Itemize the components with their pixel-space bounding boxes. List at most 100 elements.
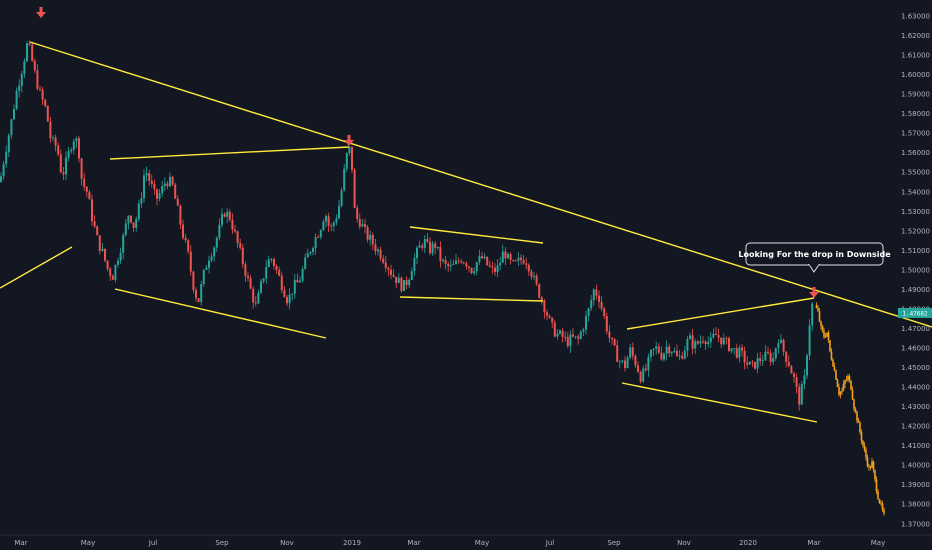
price-tick-label: 1.37000: [901, 520, 930, 528]
price-tick-label: 1.62000: [901, 32, 930, 40]
candle-body: [122, 234, 125, 253]
candle-body: [491, 266, 494, 268]
candle-body: [75, 138, 78, 142]
candle-body: [98, 235, 101, 251]
candle-body: [384, 262, 387, 268]
candle-body: [228, 211, 231, 220]
candle-body: [104, 248, 106, 261]
candle-body: [306, 253, 309, 258]
candle-body: [275, 265, 278, 270]
candle-body: [127, 215, 130, 224]
candle-body: [499, 262, 502, 266]
candle-body: [439, 246, 442, 261]
candle-body: [145, 173, 148, 176]
time-tick-label: Jul: [148, 539, 158, 547]
projection-candle: [845, 379, 848, 381]
candle-body: [179, 205, 182, 225]
top-arrows: [36, 7, 819, 298]
candle-body: [780, 339, 782, 344]
candle-body: [44, 99, 47, 106]
projection-candle: [847, 376, 849, 380]
main-descending-trendline[interactable]: [29, 41, 932, 328]
candle-body: [639, 371, 642, 382]
candle-body: [585, 315, 587, 330]
candle-body: [452, 263, 455, 265]
candle-body: [215, 237, 218, 248]
candle-body: [10, 119, 13, 136]
candle-body: [418, 245, 421, 248]
flag-lower-line[interactable]: [399, 296, 544, 302]
candle-body: [166, 183, 169, 187]
candle-body: [403, 280, 405, 292]
candle-body: [647, 356, 650, 371]
channel1-upper-line[interactable]: [109, 146, 350, 160]
candle-body: [241, 247, 244, 265]
candle-body: [371, 234, 374, 245]
flag-upper-line[interactable]: [409, 226, 544, 244]
projection-candle: [824, 336, 827, 338]
candle-body: [421, 245, 424, 248]
candle-body: [543, 300, 546, 313]
annotation-callout[interactable]: Looking For the drop in Downside: [738, 242, 891, 273]
candle-body: [351, 146, 353, 170]
channel1-lower-line[interactable]: [114, 288, 327, 339]
candle-body: [527, 264, 530, 272]
candle-body: [109, 268, 112, 276]
candle-body: [322, 221, 325, 231]
annotation-text: Looking For the drop in Downside: [738, 250, 891, 259]
projection-candle: [839, 391, 842, 395]
projection-candle: [856, 411, 858, 421]
svg-text:1.47682: 1.47682: [902, 311, 928, 318]
time-axis[interactable]: Mar May Jul Sep Nov 2019 Mar May Jul Sep Nov 2020 Ma…: [14, 539, 885, 547]
projection-candle: [815, 305, 818, 308]
candle-body: [171, 176, 174, 185]
candle-body: [135, 219, 138, 228]
candle-body: [449, 264, 452, 267]
candles-layer: [0, 40, 814, 411]
candle-body: [234, 229, 236, 232]
candle-body: [72, 141, 75, 150]
projection-candle: [860, 432, 863, 441]
projection-candle: [851, 389, 854, 400]
candle-body: [343, 168, 346, 191]
candle-body: [806, 355, 808, 376]
candle-body: [7, 135, 10, 152]
candle-body: [57, 145, 60, 155]
projection-candle: [830, 351, 833, 360]
candle-body: [691, 335, 694, 349]
projection-candle: [878, 499, 881, 503]
candle-body: [811, 303, 814, 326]
candle-body: [699, 341, 702, 344]
candle-body: [709, 337, 712, 343]
price-tick-label: 1.47000: [901, 325, 930, 333]
wedge-lower-line[interactable]: [621, 382, 818, 423]
candle-body: [488, 265, 491, 267]
rising-left-trendline[interactable]: [0, 246, 73, 289]
candle-body: [221, 213, 223, 225]
candle-body: [473, 271, 476, 274]
wedge-upper-line[interactable]: [626, 297, 815, 330]
candle-body: [325, 216, 327, 222]
candle-body: [291, 293, 294, 295]
candle-body: [761, 360, 764, 362]
candle-body: [759, 358, 762, 361]
candle-body: [364, 224, 366, 227]
time-tick-label: Mar: [14, 539, 27, 547]
candle-body: [106, 260, 109, 269]
time-tick-label: Jul: [545, 539, 555, 547]
candle-body: [642, 368, 645, 382]
candle-body: [504, 251, 507, 259]
candle-body: [564, 336, 567, 338]
price-tick-label: 1.51000: [901, 247, 930, 255]
candle-body: [522, 260, 525, 264]
candle-body: [569, 334, 572, 347]
candle-body: [405, 280, 408, 286]
time-tick-label: Mar: [407, 539, 420, 547]
price-axis[interactable]: 1.63000 1.62000 1.61000 1.60000 1.59000 1.580…: [901, 13, 930, 529]
candle-body: [689, 335, 691, 340]
candle-body: [330, 225, 333, 227]
candle-body: [2, 163, 5, 177]
projection-candle: [866, 457, 869, 467]
candle-body: [33, 60, 36, 71]
